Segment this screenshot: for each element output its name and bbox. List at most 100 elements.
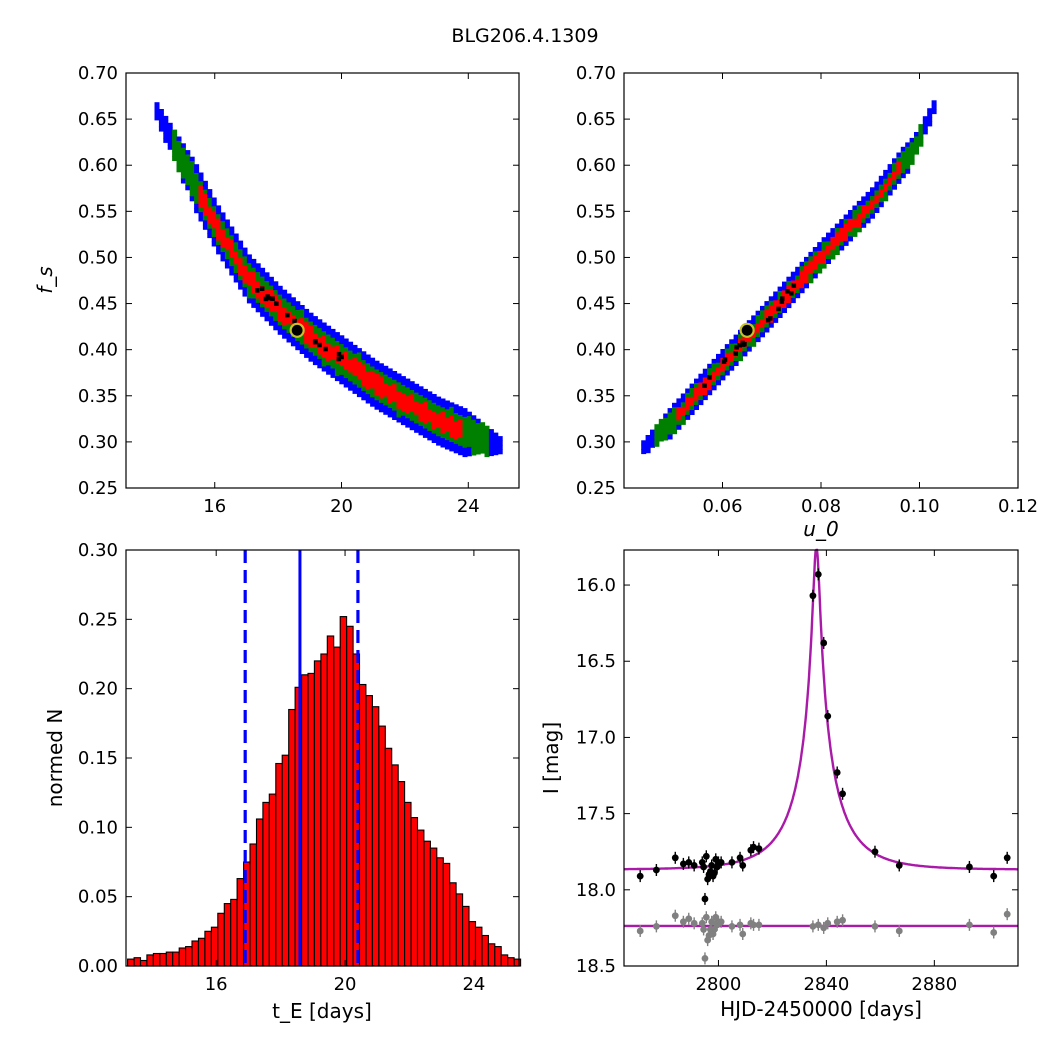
heatmap-cell — [374, 382, 380, 388]
heatmap-cell — [198, 207, 204, 213]
heatmap-cell — [839, 236, 845, 242]
heatmap-cell — [799, 283, 805, 289]
heatmap-cell — [282, 311, 288, 317]
heatmap-cell — [370, 375, 376, 381]
data-point — [839, 790, 846, 798]
heatmap-cell — [685, 388, 691, 394]
heatmap-cell — [707, 368, 713, 374]
heatmap-cell — [444, 404, 450, 410]
x-tick-label: 0.06 — [702, 496, 742, 517]
heatmap-cell — [163, 137, 169, 143]
heatmap-cell — [400, 402, 406, 408]
heatmap-cell — [751, 337, 757, 343]
heatmap-cell — [680, 402, 686, 408]
heatmap-cell — [751, 341, 757, 347]
heatmap-cell — [764, 327, 770, 333]
heatmap-cell — [370, 379, 376, 385]
heatmap-cell — [321, 357, 327, 363]
heatmap-cell — [707, 385, 713, 391]
te-histogram-ylabel: normed N — [43, 709, 67, 808]
heatmap-cell — [198, 194, 204, 200]
heatmap-cell — [808, 260, 814, 266]
heatmap-cell — [799, 261, 805, 267]
heatmap-cell — [268, 303, 274, 309]
heatmap-cell — [488, 446, 494, 452]
heatmap-cell — [339, 374, 345, 380]
heatmap-cell — [348, 376, 354, 382]
y-tick-label: 0.40 — [576, 340, 616, 361]
heatmap-cell — [848, 236, 853, 242]
y-tick-label: 0.25 — [576, 478, 616, 499]
heatmap-cell — [220, 230, 226, 235]
heatmap-cell — [207, 189, 213, 195]
heatmap-cell — [378, 407, 384, 413]
heatmap-cell — [176, 158, 182, 164]
heatmap-cell — [458, 419, 464, 425]
heatmap-cell — [680, 393, 686, 399]
heatmap-cell — [356, 365, 362, 371]
heatmap-cell — [918, 128, 924, 134]
histogram-bar — [371, 706, 380, 967]
heatmap-cell — [282, 320, 288, 326]
heatmap-cell — [711, 380, 717, 386]
heatmap-cell — [795, 293, 801, 299]
heatmap-cell — [409, 390, 415, 395]
heatmap-cell — [480, 444, 486, 450]
heatmap-cell — [220, 252, 226, 257]
heatmap-cell — [167, 127, 173, 133]
heatmap-cell — [724, 366, 730, 372]
heatmap-cell — [865, 191, 871, 197]
data-point — [636, 872, 644, 880]
heatmap-cell — [334, 340, 340, 346]
heatmap-cell — [418, 395, 424, 401]
heatmap-cell — [689, 396, 695, 402]
y-tick-label: 0.70 — [576, 63, 616, 84]
heatmap-cell — [861, 196, 867, 202]
heatmap-cell — [927, 112, 933, 118]
heatmap-cell — [176, 149, 182, 155]
heatmap-cell — [308, 325, 314, 331]
y-tick-label: 0.15 — [78, 748, 118, 769]
heatmap-cell — [282, 329, 288, 335]
heatmap-cell — [326, 365, 332, 371]
heatmap-cell — [176, 154, 182, 160]
heatmap-cell — [861, 205, 867, 211]
heatmap-cell — [251, 302, 257, 308]
heatmap-cell — [273, 294, 279, 300]
heatmap-cell — [286, 324, 292, 330]
histogram-bar — [204, 930, 212, 967]
heatmap-cell — [711, 372, 717, 378]
residual-point — [698, 919, 706, 927]
heatmap-cell — [317, 350, 323, 356]
heatmap-cell — [194, 164, 200, 170]
heatmap-cell — [427, 426, 433, 432]
heatmap-cell — [172, 129, 178, 135]
heatmap-cell — [878, 202, 884, 208]
heatmap-cell — [317, 363, 323, 369]
heatmap-cell — [180, 165, 186, 171]
heatmap-cell — [698, 395, 704, 401]
heatmap-cell — [290, 314, 296, 320]
heatmap-cell — [409, 420, 415, 426]
heatmap-cell — [755, 337, 761, 343]
heatmap-cell — [361, 364, 367, 370]
heatmap-cell — [194, 173, 200, 178]
heatmap-cell — [290, 336, 296, 342]
heatmap-cell — [905, 168, 911, 174]
heatmap-cell — [852, 223, 858, 229]
heatmap-cell — [189, 196, 195, 202]
y-tick-label: 0.00 — [78, 956, 118, 977]
heatmap-cell — [211, 201, 217, 207]
heatmap-cell — [680, 419, 686, 425]
heatmap-cell — [334, 367, 340, 373]
heatmap-cell — [255, 272, 261, 278]
y-tick-label: 0.30 — [78, 540, 118, 561]
heatmap-cell — [870, 209, 875, 215]
heatmap-cell — [189, 169, 195, 175]
heatmap-cell — [914, 145, 919, 151]
heatmap-cell — [768, 300, 774, 306]
y-tick-label: 0.35 — [576, 386, 616, 407]
heatmap-cell — [422, 397, 428, 403]
heatmap-core-cell — [312, 339, 318, 345]
heatmap-cell — [462, 416, 468, 422]
